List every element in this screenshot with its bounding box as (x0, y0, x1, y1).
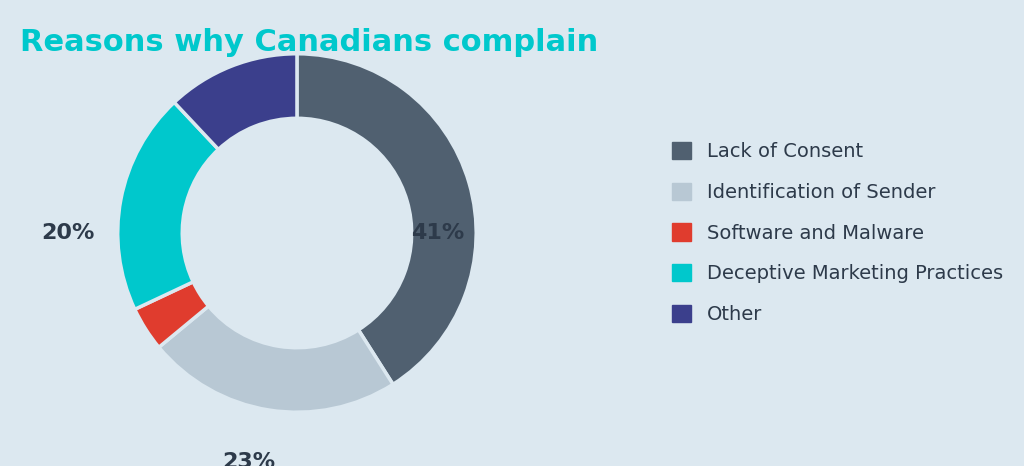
Text: 23%: 23% (222, 452, 274, 466)
Text: 20%: 20% (41, 223, 94, 243)
Wedge shape (118, 103, 218, 309)
Wedge shape (174, 54, 297, 150)
Text: 41%: 41% (411, 223, 464, 243)
Legend: Lack of Consent, Identification of Sender, Software and Malware, Deceptive Marke: Lack of Consent, Identification of Sende… (663, 132, 1013, 334)
Wedge shape (297, 54, 476, 384)
Wedge shape (135, 282, 209, 347)
Wedge shape (159, 306, 393, 412)
Text: Reasons why Canadians complain: Reasons why Canadians complain (20, 28, 599, 57)
